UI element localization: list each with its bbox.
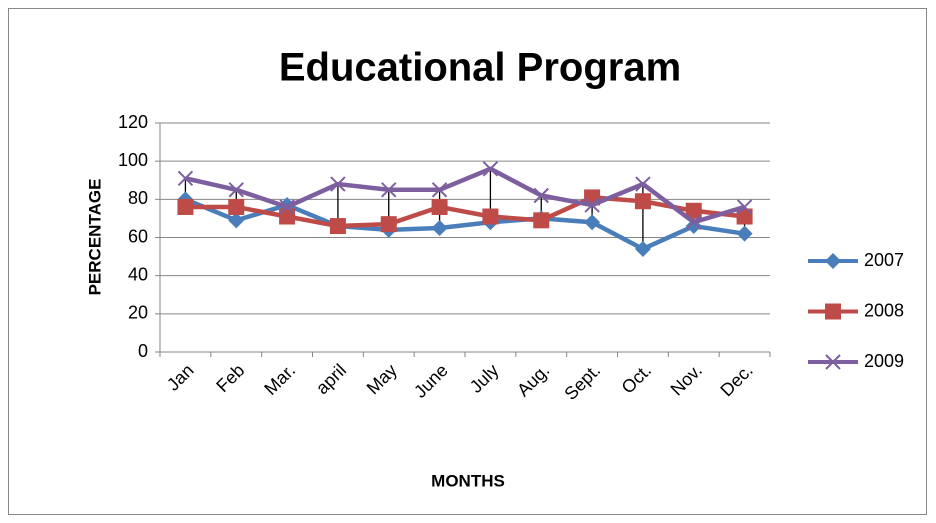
series-line — [184, 166, 746, 225]
marker — [228, 212, 245, 229]
marker — [685, 202, 702, 219]
marker — [825, 354, 841, 370]
marker — [177, 170, 194, 187]
y-tick-label: 100 — [118, 150, 148, 170]
y-tick-label: 20 — [128, 303, 148, 323]
marker — [736, 225, 753, 242]
marker — [584, 197, 600, 213]
marker — [431, 182, 448, 198]
marker — [279, 208, 296, 225]
series-line — [184, 197, 745, 252]
marker — [329, 218, 346, 235]
chart-title: Educational Program — [279, 46, 681, 90]
legend-label: 2009 — [864, 351, 904, 371]
y-axis-title: PERCENTAGE — [85, 179, 104, 296]
y-tick-label: 40 — [128, 264, 148, 284]
marker — [228, 198, 245, 215]
marker — [431, 219, 448, 236]
marker — [177, 198, 194, 215]
marker — [825, 303, 841, 320]
marker — [686, 214, 702, 230]
marker — [482, 161, 499, 177]
y-tick-label: 80 — [128, 188, 148, 208]
marker — [634, 193, 651, 210]
marker — [482, 208, 499, 225]
marker — [584, 214, 601, 231]
marker — [380, 216, 397, 233]
y-tick-label: 120 — [118, 112, 148, 132]
marker — [533, 212, 550, 229]
marker — [736, 208, 753, 225]
legend-label: 2008 — [864, 300, 904, 320]
legend-label: 2007 — [864, 250, 904, 270]
x-axis-title: MONTHS — [431, 471, 505, 490]
series-line — [185, 195, 745, 229]
marker — [634, 240, 651, 257]
marker — [381, 182, 397, 198]
marker — [533, 187, 549, 204]
marker — [736, 199, 753, 215]
marker — [279, 199, 295, 215]
marker — [431, 198, 448, 215]
y-tick-label: 60 — [128, 226, 148, 246]
y-tick-label: 0 — [138, 341, 148, 361]
chart-border — [8, 8, 927, 515]
marker — [635, 176, 651, 192]
marker — [825, 253, 841, 269]
marker — [228, 182, 244, 198]
marker — [330, 176, 346, 192]
